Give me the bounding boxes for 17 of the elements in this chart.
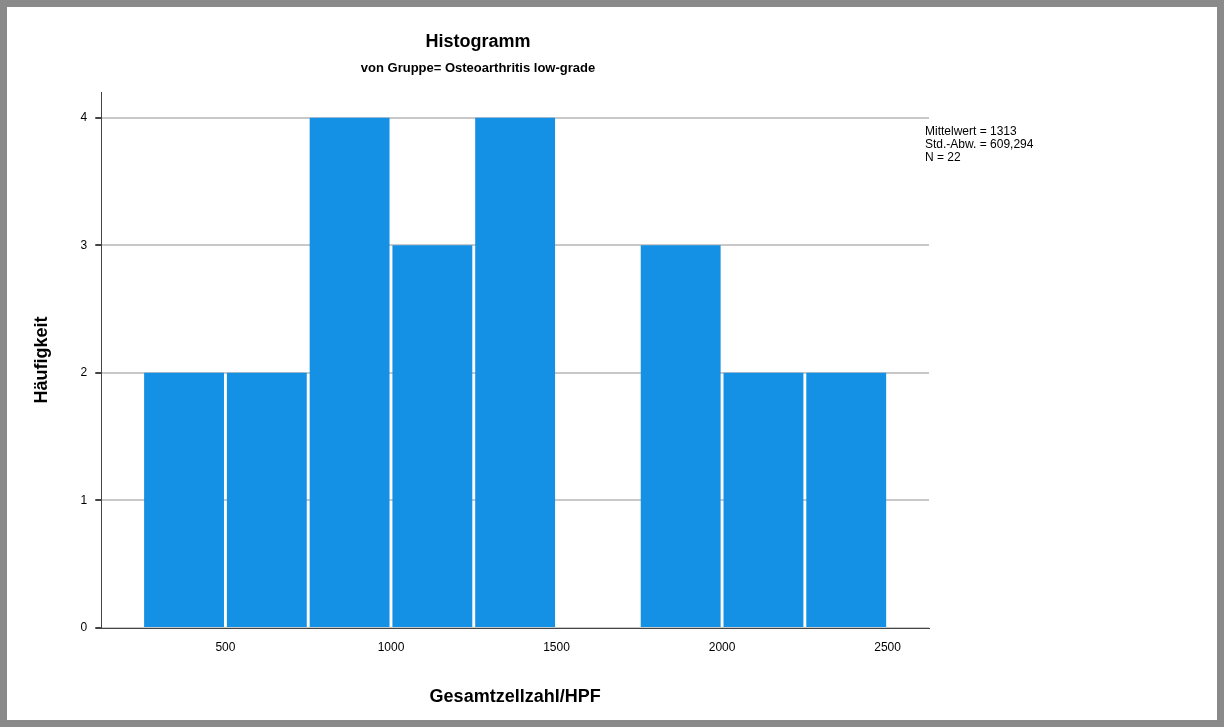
x-tick-label: 1000	[377, 639, 405, 654]
y-tick-label: 4	[80, 110, 88, 125]
y-tick-label: 3	[80, 237, 88, 252]
chart-subtitle: von Gruppe= Osteoarthritis low-grade	[360, 59, 596, 75]
x-tick-label: 2000	[708, 639, 736, 654]
y-tick-label: 0	[80, 620, 88, 635]
y-tick-label: 1	[80, 492, 88, 507]
x-axis-title: Gesamtzellzahl/HPF	[429, 686, 601, 707]
chart-title: Histogramm	[425, 30, 531, 51]
x-tick-label: 500	[215, 639, 236, 654]
x-tick-label: 2500	[874, 639, 902, 654]
y-tick-label: 2	[80, 365, 88, 380]
annotation: N = 22	[925, 150, 962, 164]
annotation: Std.-Abw. = 609,294	[925, 137, 1034, 151]
y-axis-title: Häufigkeit	[30, 316, 51, 404]
x-tick-label: 1500	[543, 639, 571, 654]
annotation: Mittelwert = 1313	[925, 124, 1018, 138]
